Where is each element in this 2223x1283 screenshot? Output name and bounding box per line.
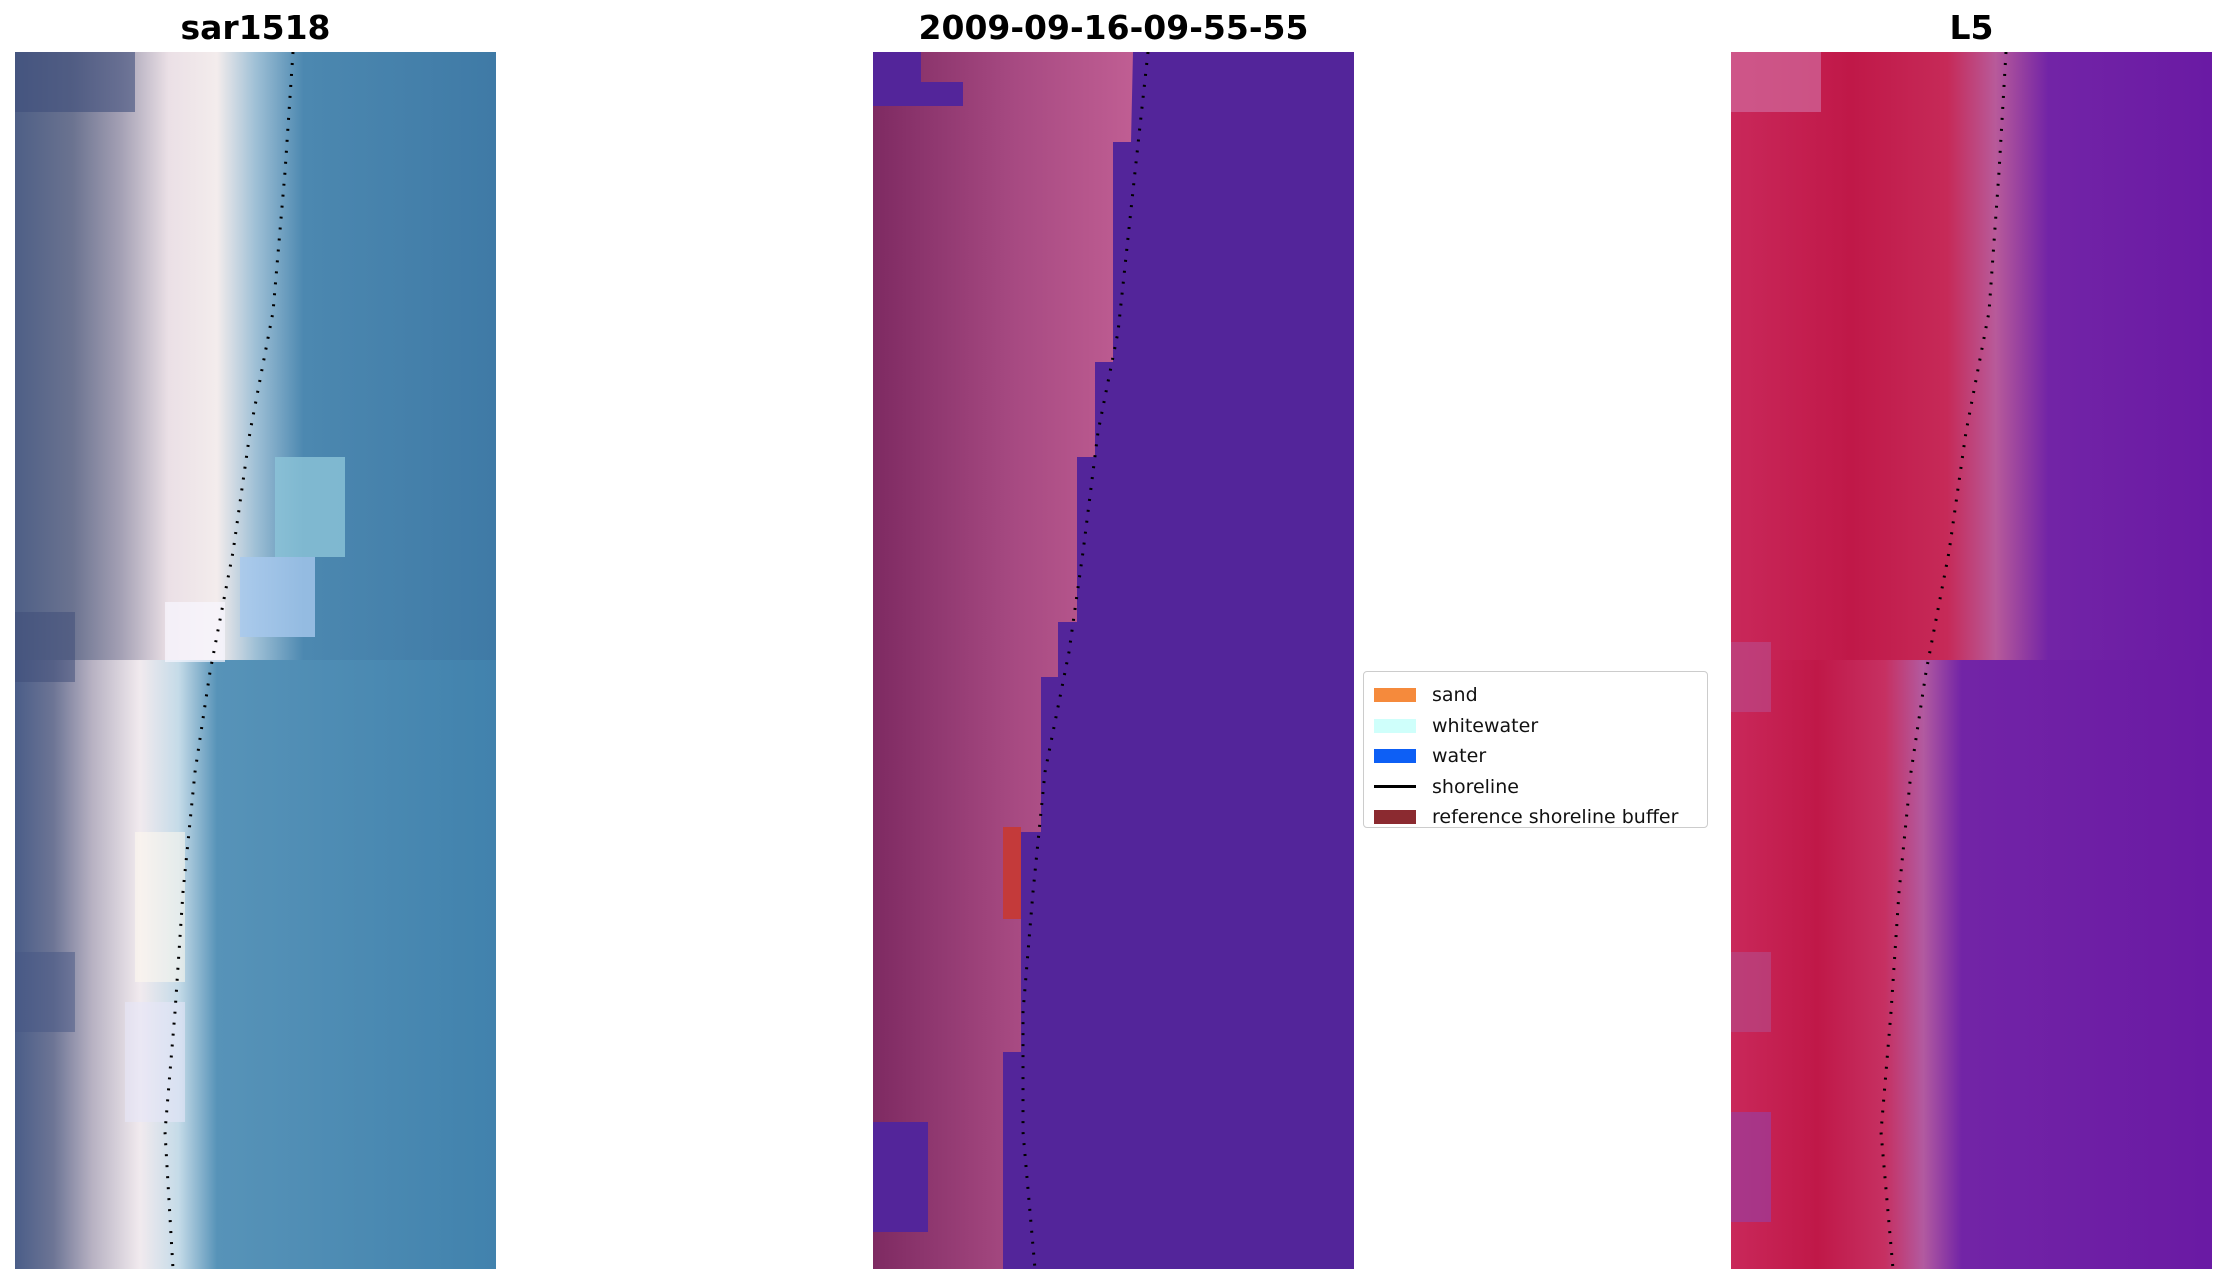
shoreline-line-swatch (1374, 785, 1416, 789)
reference-buffer-swatch (1374, 810, 1416, 825)
classified-image (873, 52, 1354, 1269)
rgb-satellite-image (15, 52, 496, 1269)
classified-image-panel: 2009-09-16-09-55-55 (873, 0, 1354, 1283)
legend-label: sand (1432, 684, 1478, 707)
panel-title-rgb: sar1518 (180, 8, 331, 47)
legend-label: water (1432, 745, 1487, 768)
legend-item-whitewater: whitewater (1374, 711, 1697, 742)
legend-item-reference-buffer: reference shoreline buffer (1374, 802, 1697, 833)
water-swatch (1374, 749, 1416, 764)
panel-title-l5: L5 (1949, 8, 1994, 47)
legend-item-water: water (1374, 741, 1697, 772)
legend: sand whitewater water shoreline referenc… (1363, 671, 1708, 828)
sand-swatch (1374, 688, 1416, 703)
index-image-panel: L5 (1731, 0, 2212, 1283)
legend-label: reference shoreline buffer (1432, 806, 1679, 829)
whitewater-swatch (1374, 718, 1416, 733)
panel-title-date: 2009-09-16-09-55-55 (918, 8, 1309, 47)
legend-label: shoreline (1432, 775, 1519, 798)
shoreline-line-classified (1021, 52, 1150, 1269)
rgb-image-panel: sar1518 (15, 0, 496, 1283)
index-image (1731, 52, 2212, 1269)
legend-label: whitewater (1432, 714, 1539, 737)
legend-item-shoreline: shoreline (1374, 772, 1697, 803)
legend-item-sand: sand (1374, 680, 1697, 711)
